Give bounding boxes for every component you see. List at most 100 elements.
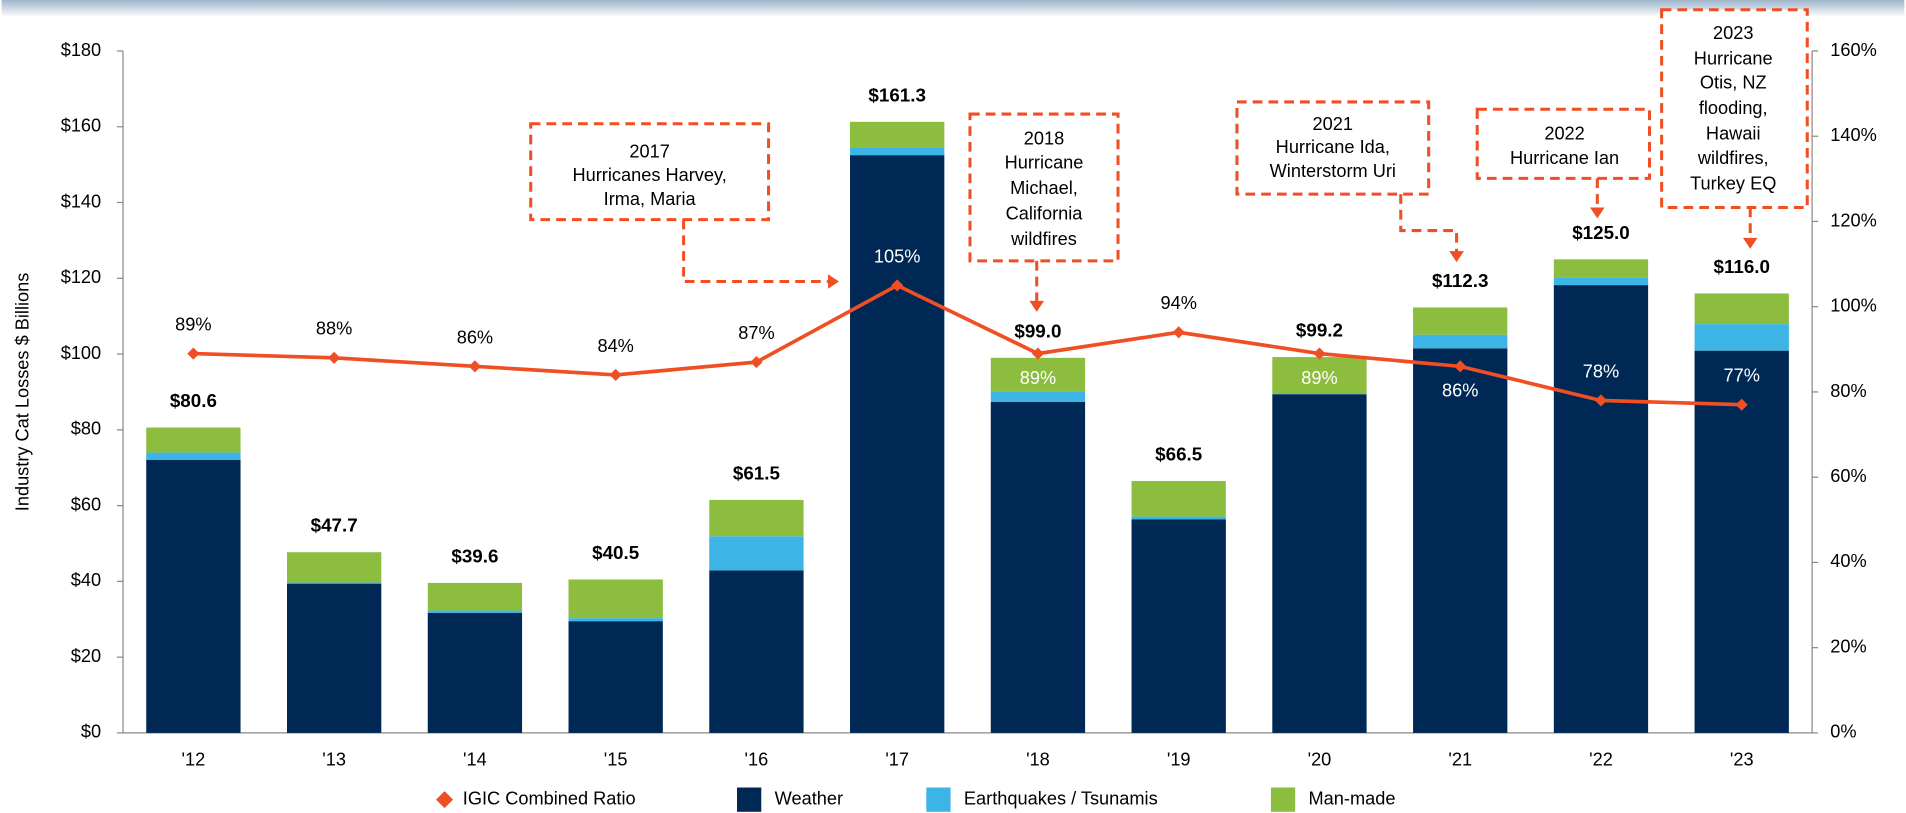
- y-tick-label: $120: [61, 267, 101, 287]
- x-tick-label: '23: [1730, 750, 1754, 770]
- bar-segment: [1553, 277, 1649, 286]
- total-label: $99.0: [1014, 320, 1061, 341]
- total-label: $66.5: [1155, 443, 1202, 464]
- total-label: $99.2: [1296, 320, 1343, 341]
- arrow-head: [1029, 300, 1045, 312]
- annotation-text: Hurricane: [1694, 48, 1773, 68]
- ratio-label: 89%: [1301, 368, 1337, 388]
- bar-segment: [1694, 293, 1789, 325]
- bar-segment: [286, 552, 382, 583]
- bar-segment: [850, 147, 945, 156]
- x-tick-label: '17: [885, 750, 909, 770]
- ratio-point: [1735, 398, 1748, 411]
- annotation-text: Otis, NZ: [1700, 73, 1767, 93]
- legend-label: Earthquakes / Tsunamis: [964, 788, 1158, 808]
- total-label: $80.6: [170, 390, 217, 411]
- x-tick-label: '21: [1448, 750, 1472, 770]
- annotation-text: flooding,: [1699, 98, 1768, 118]
- x-tick-label: '12: [182, 750, 206, 770]
- y2-tick-label: 0%: [1830, 722, 1856, 742]
- y-tick-label: $140: [61, 191, 101, 211]
- bar-segment: [990, 401, 1086, 733]
- ratio-label: 78%: [1583, 361, 1619, 381]
- annotation-text: wildfires: [1010, 229, 1077, 249]
- ratio-label: 89%: [1020, 368, 1056, 388]
- y-tick-label: $100: [61, 343, 101, 363]
- header-strip: [1, 0, 1905, 17]
- bar-segment: [427, 612, 523, 733]
- x-tick-label: '16: [745, 750, 769, 770]
- total-label: $40.5: [592, 542, 639, 563]
- ratio-label: 87%: [738, 323, 774, 343]
- annotation-arrow: [682, 219, 832, 284]
- y-tick-label: $160: [61, 116, 101, 136]
- bar-segment: [1694, 324, 1789, 351]
- annotation-text: Hawaii: [1706, 124, 1761, 144]
- annotation-text: Michael,: [1010, 178, 1078, 198]
- arrow-head: [1590, 207, 1605, 219]
- ratio-label: 105%: [874, 246, 921, 266]
- y2-tick-label: 40%: [1830, 551, 1866, 571]
- y2-tick-label: 60%: [1830, 466, 1866, 486]
- ratio-label: 77%: [1724, 366, 1760, 386]
- bar-segment: [1553, 285, 1649, 733]
- total-label: $61.5: [733, 462, 780, 483]
- bar-segment: [990, 357, 1086, 392]
- bar-segment: [427, 610, 523, 613]
- x-tick-label: '22: [1589, 750, 1613, 770]
- annotation-text: Hurricane: [1005, 153, 1084, 173]
- ratio-point: [1031, 347, 1045, 360]
- ratio-point: [891, 279, 904, 292]
- y-axis-label: Industry Cat Losses $ Billions: [12, 273, 32, 512]
- ratio-label: 89%: [175, 314, 211, 334]
- y2-tick-label: 140%: [1830, 125, 1877, 145]
- annotation-text: California: [1006, 204, 1084, 224]
- x-tick-label: '19: [1167, 750, 1191, 770]
- legend-label: Man-made: [1309, 788, 1396, 808]
- annotation-box: [1660, 8, 1809, 210]
- y2-tick-label: 100%: [1830, 296, 1877, 316]
- ratio-point: [468, 360, 481, 373]
- bar-segment: [146, 459, 241, 733]
- total-label: $116.0: [1713, 256, 1769, 277]
- x-tick-label: '14: [463, 750, 487, 770]
- ratio-label: 88%: [316, 319, 352, 339]
- x-tick-label: '18: [1026, 750, 1050, 770]
- bar-segment: [146, 452, 241, 460]
- annotation-text: Hurricane Ian: [1510, 148, 1619, 168]
- y-tick-label: $180: [61, 40, 101, 60]
- bar-segment: [568, 618, 663, 622]
- ratio-point: [328, 351, 341, 364]
- annotation-box: [1475, 107, 1652, 180]
- ratio-point: [187, 347, 200, 360]
- y-tick-label: $40: [71, 570, 101, 590]
- annotation-text: 2023: [1713, 23, 1753, 43]
- annotation-text: Hurricanes Harvey,: [572, 165, 726, 185]
- bar-segment: [1272, 393, 1367, 395]
- ratio-label: 86%: [1442, 381, 1478, 401]
- annotation-text: Winterstorm Uri: [1270, 161, 1396, 181]
- bar-segment: [568, 621, 663, 733]
- annotation-text: Turkey EQ: [1690, 173, 1776, 193]
- ratio-label: 94%: [1160, 293, 1196, 313]
- bar-segment: [709, 499, 804, 537]
- annotation-text: wildfires,: [1697, 148, 1769, 168]
- x-tick-label: '20: [1308, 750, 1332, 770]
- arrow-head: [828, 274, 839, 289]
- y2-tick-label: 20%: [1830, 636, 1866, 656]
- y-tick-label: $20: [71, 646, 101, 666]
- y2-tick-label: 120%: [1830, 210, 1877, 230]
- ratio-label: 86%: [457, 327, 493, 347]
- annotation-box: [1235, 100, 1431, 196]
- bar-segment: [850, 121, 945, 148]
- bar-segment: [146, 427, 241, 453]
- total-label: $161.3: [868, 84, 926, 105]
- x-tick-label: '13: [322, 750, 346, 770]
- bar-segment: [1694, 350, 1789, 733]
- annotation-text: 2017: [629, 142, 669, 162]
- annotation-box: [968, 112, 1120, 263]
- y2-tick-label: 80%: [1830, 381, 1866, 401]
- ratio-point: [609, 368, 622, 381]
